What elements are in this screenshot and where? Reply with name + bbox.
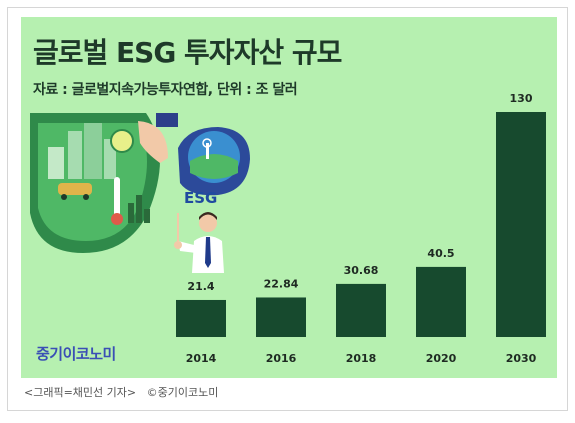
x-tick-2020: 2020 <box>426 352 457 365</box>
car-icon <box>58 183 92 195</box>
data-label-2014: 21.4 <box>187 280 214 293</box>
x-tick-2016: 2016 <box>266 352 297 365</box>
bar-2018 <box>336 283 386 337</box>
x-tick-2014: 2014 <box>186 352 217 365</box>
chart-title: 글로벌 ESG 투자자산 규모 <box>33 36 342 69</box>
x-tick-2030: 2030 <box>506 352 537 365</box>
person-head <box>199 214 217 232</box>
data-label-2016: 22.84 <box>264 277 299 290</box>
thermometer-icon <box>114 177 120 217</box>
data-label-2020: 40.5 <box>427 247 454 260</box>
bar-2020 <box>416 266 466 337</box>
logo: 중기이코노미 <box>36 345 116 363</box>
esg-illustration: ESG <box>30 113 250 273</box>
esg-badge-text: ESG <box>184 189 217 207</box>
bar-2014 <box>176 299 226 337</box>
data-label-2030: 130 <box>510 92 533 105</box>
x-tick-2018: 2018 <box>346 352 377 365</box>
hand-icon <box>138 121 168 163</box>
caption: <그래픽=채민선 기자> ©중기이코노미 <box>24 386 219 399</box>
chart-subtitle: 자료 : 글로벌지속가능투자연합, 단위 : 조 달러 <box>33 82 298 98</box>
building-icon <box>68 131 82 179</box>
bar-2030 <box>496 112 546 337</box>
data-label-2018: 30.68 <box>344 264 379 277</box>
coin-icon <box>110 129 134 153</box>
bar-2016 <box>256 297 306 337</box>
